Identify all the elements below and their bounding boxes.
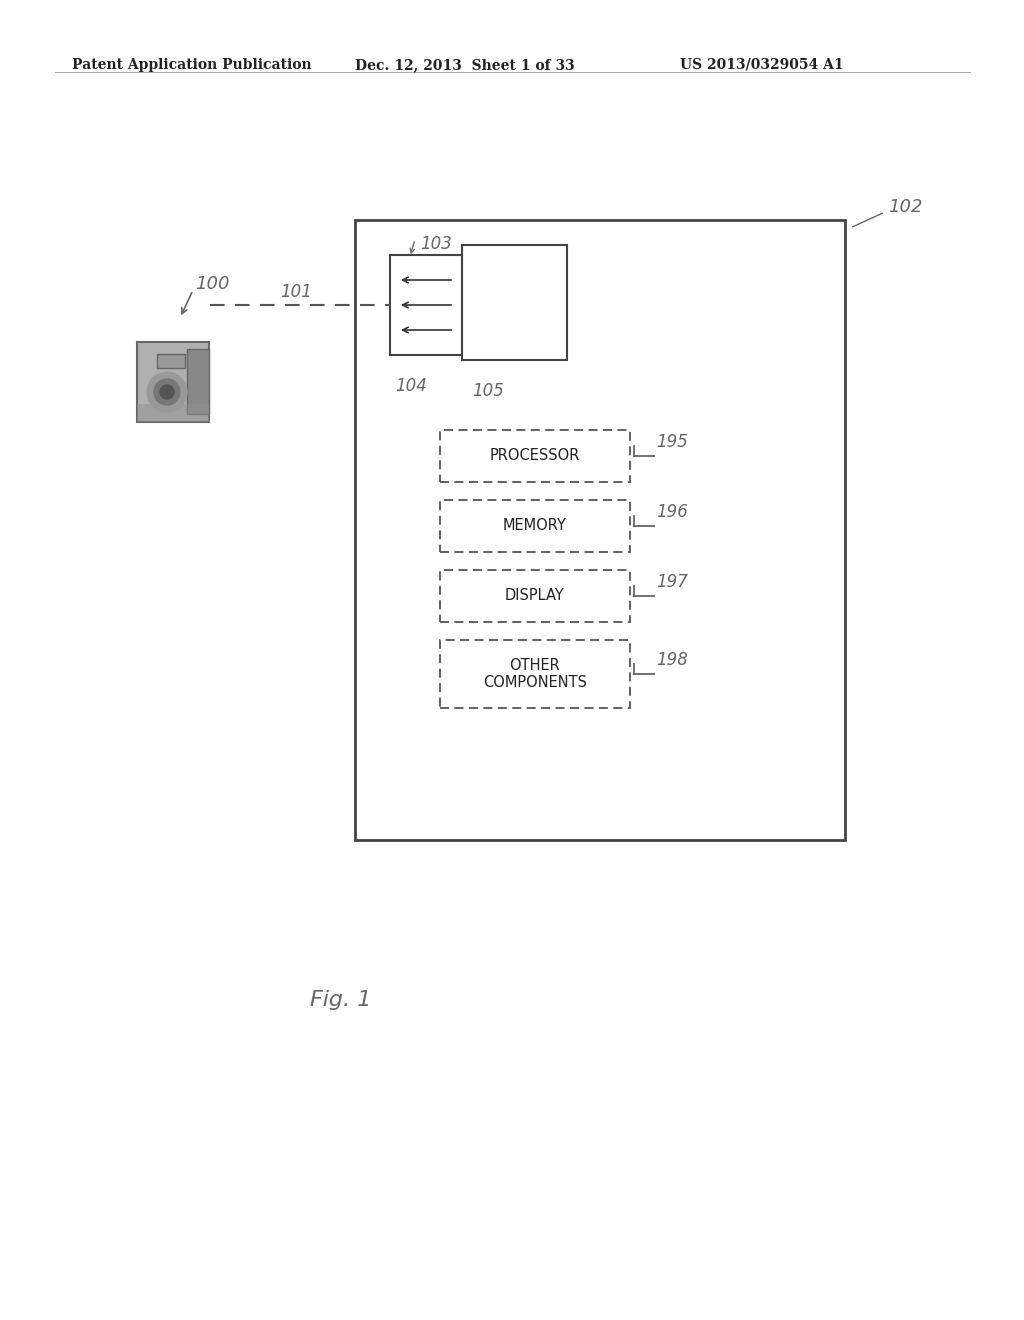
Text: Dec. 12, 2013  Sheet 1 of 33: Dec. 12, 2013 Sheet 1 of 33 xyxy=(355,58,574,73)
Text: 104: 104 xyxy=(395,378,427,395)
Text: 197: 197 xyxy=(656,573,688,591)
Bar xyxy=(187,348,209,414)
Bar xyxy=(440,570,630,622)
Text: 100: 100 xyxy=(195,275,229,293)
Text: 101: 101 xyxy=(280,282,312,301)
Bar xyxy=(390,255,462,355)
Text: Fig. 1: Fig. 1 xyxy=(310,990,372,1010)
Bar xyxy=(355,220,845,840)
Circle shape xyxy=(147,372,187,412)
Text: 105: 105 xyxy=(472,381,504,400)
Bar xyxy=(137,404,209,422)
Bar xyxy=(440,430,630,482)
Text: 102: 102 xyxy=(888,198,923,216)
Text: 195: 195 xyxy=(656,433,688,451)
Circle shape xyxy=(160,385,174,399)
Bar xyxy=(137,342,209,422)
Text: Patent Application Publication: Patent Application Publication xyxy=(72,58,311,73)
Text: 196: 196 xyxy=(656,503,688,521)
Text: PROCESSOR: PROCESSOR xyxy=(489,449,581,463)
Text: DISPLAY: DISPLAY xyxy=(505,589,565,603)
Bar xyxy=(440,640,630,708)
Text: OTHER
COMPONENTS: OTHER COMPONENTS xyxy=(483,657,587,690)
Circle shape xyxy=(154,379,180,405)
Bar xyxy=(440,500,630,552)
Text: 198: 198 xyxy=(656,651,688,669)
Bar xyxy=(157,354,185,368)
Text: MEMORY: MEMORY xyxy=(503,519,567,533)
Bar xyxy=(462,246,567,360)
Text: US 2013/0329054 A1: US 2013/0329054 A1 xyxy=(680,58,844,73)
Text: 103: 103 xyxy=(420,235,452,253)
